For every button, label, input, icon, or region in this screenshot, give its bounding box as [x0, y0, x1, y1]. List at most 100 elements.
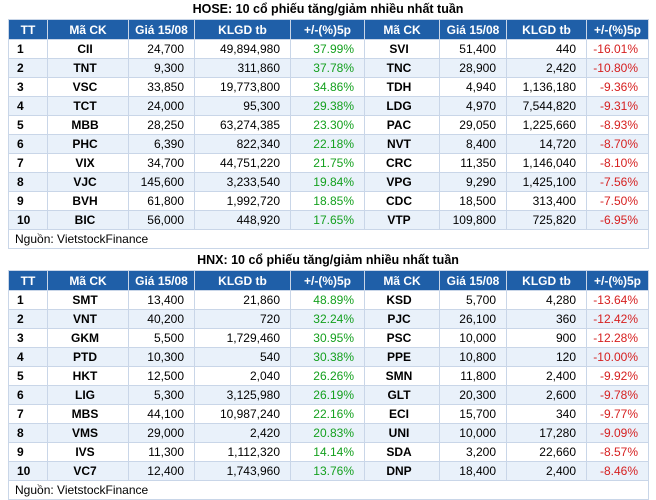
- cell-price-gain: 28,250: [128, 115, 195, 135]
- cell-change-loss: -7.50%: [586, 191, 649, 211]
- cell-volume-loss: 900: [506, 328, 587, 348]
- cell-code-loss: VPG: [364, 172, 440, 192]
- cell-rank: 1: [8, 39, 48, 59]
- cell-change-loss: -7.56%: [586, 172, 649, 192]
- cell-code-loss: PSC: [364, 328, 440, 348]
- cell-change-gain: 13.76%: [290, 461, 365, 481]
- cell-price-loss: 109,800: [439, 210, 507, 230]
- cell-change-loss: -12.28%: [586, 328, 649, 348]
- hnx-title: HNX: 10 cổ phiếu tăng/giảm nhiều nhất tu…: [197, 253, 459, 267]
- cell-price-loss: 18,500: [439, 191, 507, 211]
- table-row: 6 LIG 5,300 3,125,980 26.19% GLT 20,300 2,600 -9…: [8, 385, 649, 405]
- col-header-price-loss: Giá 15/08: [439, 19, 507, 40]
- cell-change-loss: -13.64%: [586, 290, 649, 310]
- cell-price-gain: 13,400: [128, 290, 195, 310]
- hnx-section: HNX: 10 cổ phiếu tăng/giảm nhiều nhất tu…: [0, 251, 656, 500]
- cell-change-loss: -8.10%: [586, 153, 649, 173]
- cell-volume-gain: 720: [194, 309, 291, 329]
- table-row: 10 VC7 12,400 1,743,960 13.76% DNP 18,400 2,400…: [8, 461, 649, 481]
- cell-price-gain: 5,500: [128, 328, 195, 348]
- col-header-volume-gain: KLGD tb: [194, 270, 291, 291]
- cell-code-gain: MBB: [47, 115, 129, 135]
- cell-price-loss: 15,700: [439, 404, 507, 424]
- cell-price-loss: 4,970: [439, 96, 507, 116]
- cell-change-gain: 48.89%: [290, 290, 365, 310]
- cell-rank: 4: [8, 347, 48, 367]
- cell-change-gain: 20.83%: [290, 423, 365, 443]
- hose-title: HOSE: 10 cổ phiếu tăng/giảm nhiều nhất t…: [192, 2, 464, 16]
- col-header-volume-gain: KLGD tb: [194, 19, 291, 40]
- cell-code-loss: PJC: [364, 309, 440, 329]
- cell-code-loss: SVI: [364, 39, 440, 59]
- cell-price-loss: 29,050: [439, 115, 507, 135]
- cell-volume-gain: 1,743,960: [194, 461, 291, 481]
- cell-price-loss: 26,100: [439, 309, 507, 329]
- cell-code-gain: VJC: [47, 172, 129, 192]
- hnx-header-row: TT Mã CK Giá 15/08 KLGD tb +/-(%)5p Mã C…: [8, 270, 649, 291]
- col-header-code-loss: Mã CK: [364, 19, 440, 40]
- cell-rank: 8: [8, 172, 48, 192]
- cell-code-gain: VNT: [47, 309, 129, 329]
- cell-change-gain: 37.99%: [290, 39, 365, 59]
- cell-price-gain: 56,000: [128, 210, 195, 230]
- cell-change-loss: -8.57%: [586, 442, 649, 462]
- cell-change-gain: 34.86%: [290, 77, 365, 97]
- cell-price-loss: 51,400: [439, 39, 507, 59]
- cell-rank: 9: [8, 442, 48, 462]
- cell-change-loss: -9.31%: [586, 96, 649, 116]
- cell-rank: 4: [8, 96, 48, 116]
- cell-price-gain: 29,000: [128, 423, 195, 443]
- cell-change-gain: 29.38%: [290, 96, 365, 116]
- cell-volume-loss: 2,420: [506, 58, 587, 78]
- cell-volume-loss: 725,820: [506, 210, 587, 230]
- cell-code-loss: UNI: [364, 423, 440, 443]
- col-header-tt: TT: [8, 19, 48, 40]
- cell-change-loss: -12.42%: [586, 309, 649, 329]
- cell-volume-loss: 2,400: [506, 366, 587, 386]
- cell-volume-loss: 1,146,040: [506, 153, 587, 173]
- hnx-table: TT Mã CK Giá 15/08 KLGD tb +/-(%)5p Mã C…: [8, 270, 649, 500]
- hose-source: Nguồn: VietstockFinance: [8, 229, 649, 249]
- cell-change-gain: 26.19%: [290, 385, 365, 405]
- cell-code-gain: VIX: [47, 153, 129, 173]
- cell-volume-gain: 822,340: [194, 134, 291, 154]
- cell-price-loss: 10,000: [439, 328, 507, 348]
- cell-rank: 1: [8, 290, 48, 310]
- cell-change-loss: -9.92%: [586, 366, 649, 386]
- cell-price-gain: 145,600: [128, 172, 195, 192]
- cell-change-gain: 22.18%: [290, 134, 365, 154]
- cell-code-gain: VSC: [47, 77, 129, 97]
- cell-volume-loss: 2,400: [506, 461, 587, 481]
- cell-price-loss: 28,900: [439, 58, 507, 78]
- cell-change-loss: -16.01%: [586, 39, 649, 59]
- col-header-code-gain: Mã CK: [47, 19, 129, 40]
- hose-table: TT Mã CK Giá 15/08 KLGD tb +/-(%)5p Mã C…: [8, 19, 649, 249]
- cell-code-gain: GKM: [47, 328, 129, 348]
- cell-code-loss: KSD: [364, 290, 440, 310]
- cell-price-gain: 6,390: [128, 134, 195, 154]
- cell-change-loss: -6.95%: [586, 210, 649, 230]
- hose-header-row: TT Mã CK Giá 15/08 KLGD tb +/-(%)5p Mã C…: [8, 19, 649, 40]
- cell-volume-gain: 3,125,980: [194, 385, 291, 405]
- cell-code-loss: PAC: [364, 115, 440, 135]
- cell-code-gain: VC7: [47, 461, 129, 481]
- hnx-source: Nguồn: VietstockFinance: [8, 480, 649, 500]
- cell-code-gain: CII: [47, 39, 129, 59]
- cell-change-gain: 37.78%: [290, 58, 365, 78]
- cell-price-gain: 5,300: [128, 385, 195, 405]
- hose-section: HOSE: 10 cổ phiếu tăng/giảm nhiều nhất t…: [0, 0, 656, 249]
- cell-code-gain: BVH: [47, 191, 129, 211]
- cell-price-gain: 24,700: [128, 39, 195, 59]
- cell-price-gain: 44,100: [128, 404, 195, 424]
- table-row: 1 SMT 13,400 21,860 48.89% KSD 5,700 4,280 -13.6…: [8, 290, 649, 310]
- cell-code-loss: PPE: [364, 347, 440, 367]
- table-row: 6 PHC 6,390 822,340 22.18% NVT 8,400 14,720 -8.7…: [8, 134, 649, 154]
- cell-price-gain: 10,300: [128, 347, 195, 367]
- cell-volume-gain: 311,860: [194, 58, 291, 78]
- cell-price-loss: 10,800: [439, 347, 507, 367]
- table-row: 9 IVS 11,300 1,112,320 14.14% SDA 3,200 22,660-…: [8, 442, 649, 462]
- cell-price-loss: 5,700: [439, 290, 507, 310]
- cell-rank: 7: [8, 404, 48, 424]
- cell-code-loss: SDA: [364, 442, 440, 462]
- cell-code-gain: TNT: [47, 58, 129, 78]
